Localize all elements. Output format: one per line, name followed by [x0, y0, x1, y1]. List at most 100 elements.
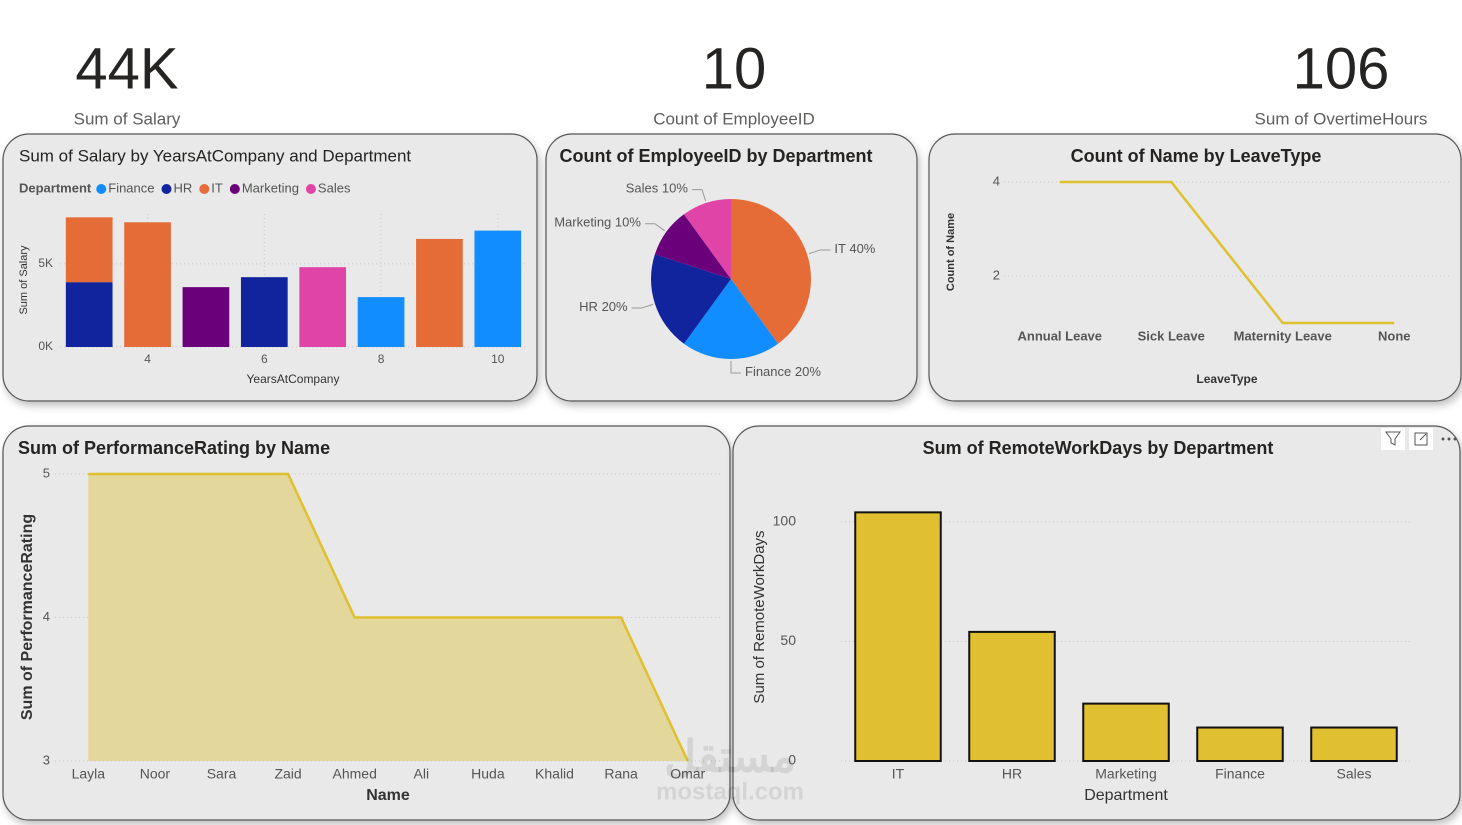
x-tick-label: 10 — [491, 352, 505, 366]
bar-segment — [299, 267, 347, 347]
chart-title: Sum of PerformanceRating by Name — [18, 438, 330, 458]
legend-label: Marketing — [242, 180, 299, 195]
bar-segment — [182, 287, 230, 347]
label-value: 20% — [602, 299, 628, 314]
x-tick-label: Rana — [604, 766, 638, 782]
x-tick-label: Omar — [670, 766, 705, 782]
focus-glyph — [1414, 432, 1428, 446]
x-axis-label: LeaveType — [1196, 372, 1257, 386]
kpi-value: 106 — [1293, 36, 1390, 101]
bar — [1082, 702, 1170, 762]
x-tick-label: Zaid — [274, 766, 301, 782]
pie-slice — [683, 279, 779, 360]
label-value: 40% — [849, 241, 875, 256]
label-category: HR — [579, 299, 598, 314]
label-value: 10% — [662, 181, 688, 196]
bar-segment — [65, 217, 113, 283]
leader-line — [691, 189, 707, 202]
bar-segment — [416, 238, 463, 347]
dot — [1441, 437, 1445, 441]
kpi-label: Sum of Salary — [74, 109, 181, 128]
x-tick-label: Sara — [207, 766, 237, 782]
y-axis-label: Count of Name — [945, 213, 957, 291]
x-tick-label: Layla — [72, 766, 106, 782]
dot — [1447, 437, 1451, 441]
bar — [854, 511, 942, 762]
bar-segment — [124, 222, 171, 347]
dot — [1453, 437, 1457, 441]
visual-panel — [928, 133, 1462, 402]
y-axis-label: Sum of RemoteWorkDays — [751, 530, 768, 703]
y-tick-label: 5 — [43, 465, 50, 480]
legend-label: Finance — [108, 180, 154, 195]
x-axis-label: YearsAtCompany — [247, 372, 340, 386]
legend-swatch — [305, 184, 316, 194]
label-value: 10% — [615, 215, 641, 230]
bar-segment — [357, 297, 405, 347]
bar-segment — [240, 277, 288, 347]
label-category: IT — [834, 241, 846, 256]
x-tick-label: HR — [1002, 766, 1022, 782]
label-value: 20% — [795, 364, 821, 379]
kpi-value: 44K — [75, 36, 179, 101]
chart-title: Count of Name by LeaveType — [1071, 146, 1322, 166]
data-label: IT 40% — [834, 241, 875, 256]
x-axis-label: Department — [1084, 787, 1168, 804]
more-options[interactable] — [1441, 437, 1457, 441]
watermark: mostaql.com — [656, 778, 804, 805]
label-category: Finance — [745, 364, 791, 379]
x-tick-label: 6 — [261, 352, 268, 366]
legend-swatch — [96, 184, 107, 194]
y-tick-label: 3 — [43, 752, 50, 767]
legend-swatch — [199, 184, 210, 194]
kpi-value: 10 — [702, 36, 767, 101]
chart-title: Sum of RemoteWorkDays by Department — [923, 438, 1274, 458]
y-tick-label: 5K — [38, 256, 53, 270]
x-tick-label: Maternity Leave — [1234, 328, 1332, 343]
line — [1059, 180, 1395, 325]
x-tick-label: Noor — [140, 766, 171, 782]
x-axis-label: Name — [366, 787, 410, 804]
legend-label: HR — [174, 180, 193, 195]
kpi-label: Count of EmployeeID — [653, 109, 815, 128]
legend-label: IT — [211, 180, 223, 195]
pie-slice — [651, 254, 731, 344]
legend-swatch — [229, 184, 240, 194]
y-tick-label: 0 — [788, 752, 796, 768]
x-tick-label: 4 — [144, 352, 151, 366]
data-label: HR 20% — [579, 299, 628, 314]
chart-title: Sum of Salary by YearsAtCompany and Depa… — [19, 146, 411, 165]
y-tick-label: 2 — [993, 267, 1000, 282]
x-tick-label: Sales — [1336, 766, 1371, 782]
legend-label: Sales — [318, 180, 351, 195]
bar — [968, 630, 1056, 763]
filter-glyph — [1385, 431, 1401, 446]
y-tick-label: 50 — [780, 632, 796, 648]
leader-line — [808, 249, 831, 255]
leader-line — [631, 303, 654, 309]
line — [88, 472, 689, 762]
x-tick-label: Ahmed — [333, 766, 377, 782]
leader-line — [644, 223, 665, 232]
x-tick-label: IT — [892, 766, 905, 782]
x-tick-label: Huda — [471, 766, 505, 782]
watermark: مستقل — [664, 733, 796, 782]
x-tick-label: Ali — [414, 766, 430, 782]
y-tick-label: 4 — [43, 609, 50, 624]
leader-line — [730, 361, 741, 374]
y-tick-label: 4 — [993, 173, 1000, 188]
data-label: Sales 10% — [626, 181, 689, 196]
legend-swatch — [161, 184, 172, 194]
y-tick-label: 0K — [38, 339, 53, 353]
visual-header-icons — [1381, 428, 1457, 450]
label-category: Sales — [626, 181, 659, 196]
x-tick-label: Marketing — [1095, 766, 1156, 782]
y-axis-label: Sum of PerformanceRating — [19, 514, 36, 720]
bar-segment — [65, 282, 113, 347]
bar — [1310, 726, 1398, 763]
filter-icon[interactable] — [1381, 428, 1405, 450]
x-tick-label: Annual Leave — [1017, 328, 1102, 343]
data-label: Finance 20% — [745, 364, 821, 379]
